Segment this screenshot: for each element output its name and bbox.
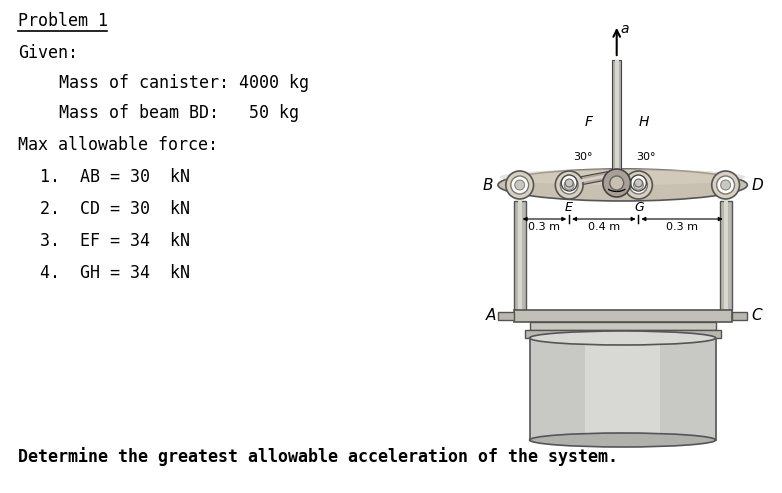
Polygon shape bbox=[615, 170, 640, 187]
Bar bbox=[719, 201, 731, 310]
Circle shape bbox=[634, 179, 643, 187]
Text: 3.  EF = 34  kN: 3. EF = 34 kN bbox=[40, 232, 189, 250]
Text: 2.  CD = 30  kN: 2. CD = 30 kN bbox=[40, 200, 189, 218]
Text: Problem 1: Problem 1 bbox=[18, 12, 108, 30]
Polygon shape bbox=[569, 170, 618, 187]
Circle shape bbox=[515, 180, 525, 190]
Circle shape bbox=[721, 180, 730, 190]
Text: 30°: 30° bbox=[573, 152, 593, 162]
Bar bbox=[518, 201, 522, 310]
Circle shape bbox=[506, 171, 533, 199]
Circle shape bbox=[555, 171, 583, 199]
Text: 0.3 m: 0.3 m bbox=[529, 222, 561, 232]
Bar bbox=[514, 201, 526, 310]
Circle shape bbox=[511, 176, 529, 194]
Text: 4.  GH = 34  kN: 4. GH = 34 kN bbox=[40, 264, 189, 282]
Bar bbox=[529, 338, 716, 440]
Circle shape bbox=[630, 176, 647, 194]
Text: a: a bbox=[621, 22, 630, 36]
Polygon shape bbox=[616, 173, 639, 184]
Text: B: B bbox=[483, 178, 493, 193]
Circle shape bbox=[625, 171, 652, 199]
Bar bbox=[731, 312, 748, 320]
Circle shape bbox=[561, 175, 577, 191]
Text: A: A bbox=[486, 308, 496, 323]
Text: G: G bbox=[634, 201, 644, 214]
Text: Mass of canister: 4000 kg: Mass of canister: 4000 kg bbox=[59, 74, 310, 92]
Bar bbox=[514, 310, 731, 322]
Circle shape bbox=[716, 176, 734, 194]
Ellipse shape bbox=[500, 169, 745, 185]
Text: 1.  AB = 30  kN: 1. AB = 30 kN bbox=[40, 168, 189, 186]
Ellipse shape bbox=[529, 331, 716, 345]
Circle shape bbox=[603, 169, 630, 197]
Text: D: D bbox=[752, 178, 763, 193]
Circle shape bbox=[712, 171, 740, 199]
Text: H: H bbox=[638, 115, 649, 129]
Bar bbox=[615, 60, 619, 174]
Text: Mass of beam BD:   50 kg: Mass of beam BD: 50 kg bbox=[59, 104, 300, 122]
Polygon shape bbox=[569, 173, 617, 184]
Text: 30°: 30° bbox=[637, 152, 656, 162]
Circle shape bbox=[610, 176, 623, 190]
Bar bbox=[529, 322, 716, 330]
Bar bbox=[498, 312, 514, 320]
Text: Given:: Given: bbox=[18, 44, 78, 62]
Bar bbox=[723, 201, 727, 310]
Circle shape bbox=[565, 180, 574, 190]
Ellipse shape bbox=[529, 433, 716, 447]
Circle shape bbox=[630, 175, 647, 191]
Text: Determine the greatest allowable acceleration of the system.: Determine the greatest allowable acceler… bbox=[18, 447, 618, 466]
Bar bbox=[586, 338, 660, 440]
Text: Max allowable force:: Max allowable force: bbox=[18, 136, 218, 154]
Circle shape bbox=[633, 180, 644, 190]
Text: F: F bbox=[585, 115, 593, 129]
Bar bbox=[612, 60, 621, 174]
Text: 0.3 m: 0.3 m bbox=[666, 222, 698, 232]
Text: 0.4 m: 0.4 m bbox=[588, 222, 620, 232]
Circle shape bbox=[565, 179, 573, 187]
Circle shape bbox=[560, 176, 578, 194]
Text: C: C bbox=[752, 308, 762, 323]
Text: E: E bbox=[565, 201, 572, 214]
Bar bbox=[525, 330, 721, 338]
Ellipse shape bbox=[498, 169, 748, 201]
